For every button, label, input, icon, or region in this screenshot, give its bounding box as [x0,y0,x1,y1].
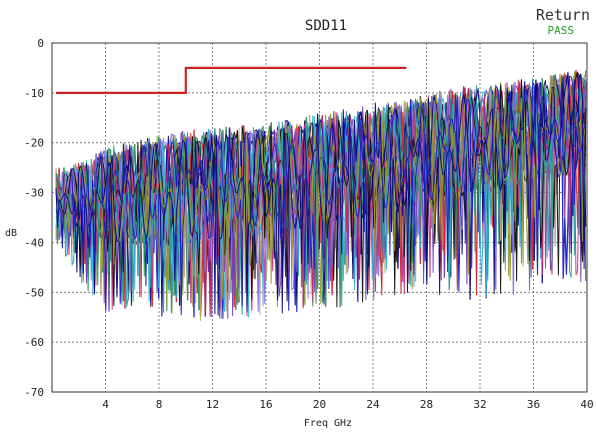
y-tick-label: -20 [24,137,44,150]
x-tick-label: 28 [420,398,433,411]
y-tick-label: -60 [24,336,44,349]
y-tick-label: -30 [24,187,44,200]
y-tick-label: 0 [37,37,44,50]
y-tick-label: -70 [24,386,44,399]
sdd11-trace [55,75,587,316]
y-tick-label: -50 [24,286,44,299]
y-axis-label: dB [5,228,17,239]
pass-status-label: PASS [548,24,575,37]
x-tick-label: 8 [156,398,163,411]
sdd11-trace [55,71,587,307]
x-tick-label: 36 [527,398,540,411]
sdd11-trace [55,74,587,308]
x-tick-label: 4 [102,398,109,411]
corner-label: Return [536,6,590,24]
y-tick-label: -10 [24,87,44,100]
x-tick-label: 40 [580,398,593,411]
x-tick-label: 32 [473,398,486,411]
chart-title: SDD11 [305,18,347,34]
x-tick-label: 24 [366,398,380,411]
x-tick-label: 20 [313,398,326,411]
data-traces [55,69,587,321]
sdd11-trace [55,71,587,317]
x-axis-label: Freq GHz [304,418,352,429]
limit-line [56,66,407,94]
x-tick-label: 12 [206,398,219,411]
tick-labels: 4 8 12 16 20 24 28 32 36 40 0 -10 -20 -30 -40 -50 -60 -70 [24,37,594,411]
limit-line-path [56,66,407,94]
sdd11-trace [55,74,587,317]
x-tick-label: 16 [259,398,272,411]
y-tick-label: -40 [24,236,44,249]
